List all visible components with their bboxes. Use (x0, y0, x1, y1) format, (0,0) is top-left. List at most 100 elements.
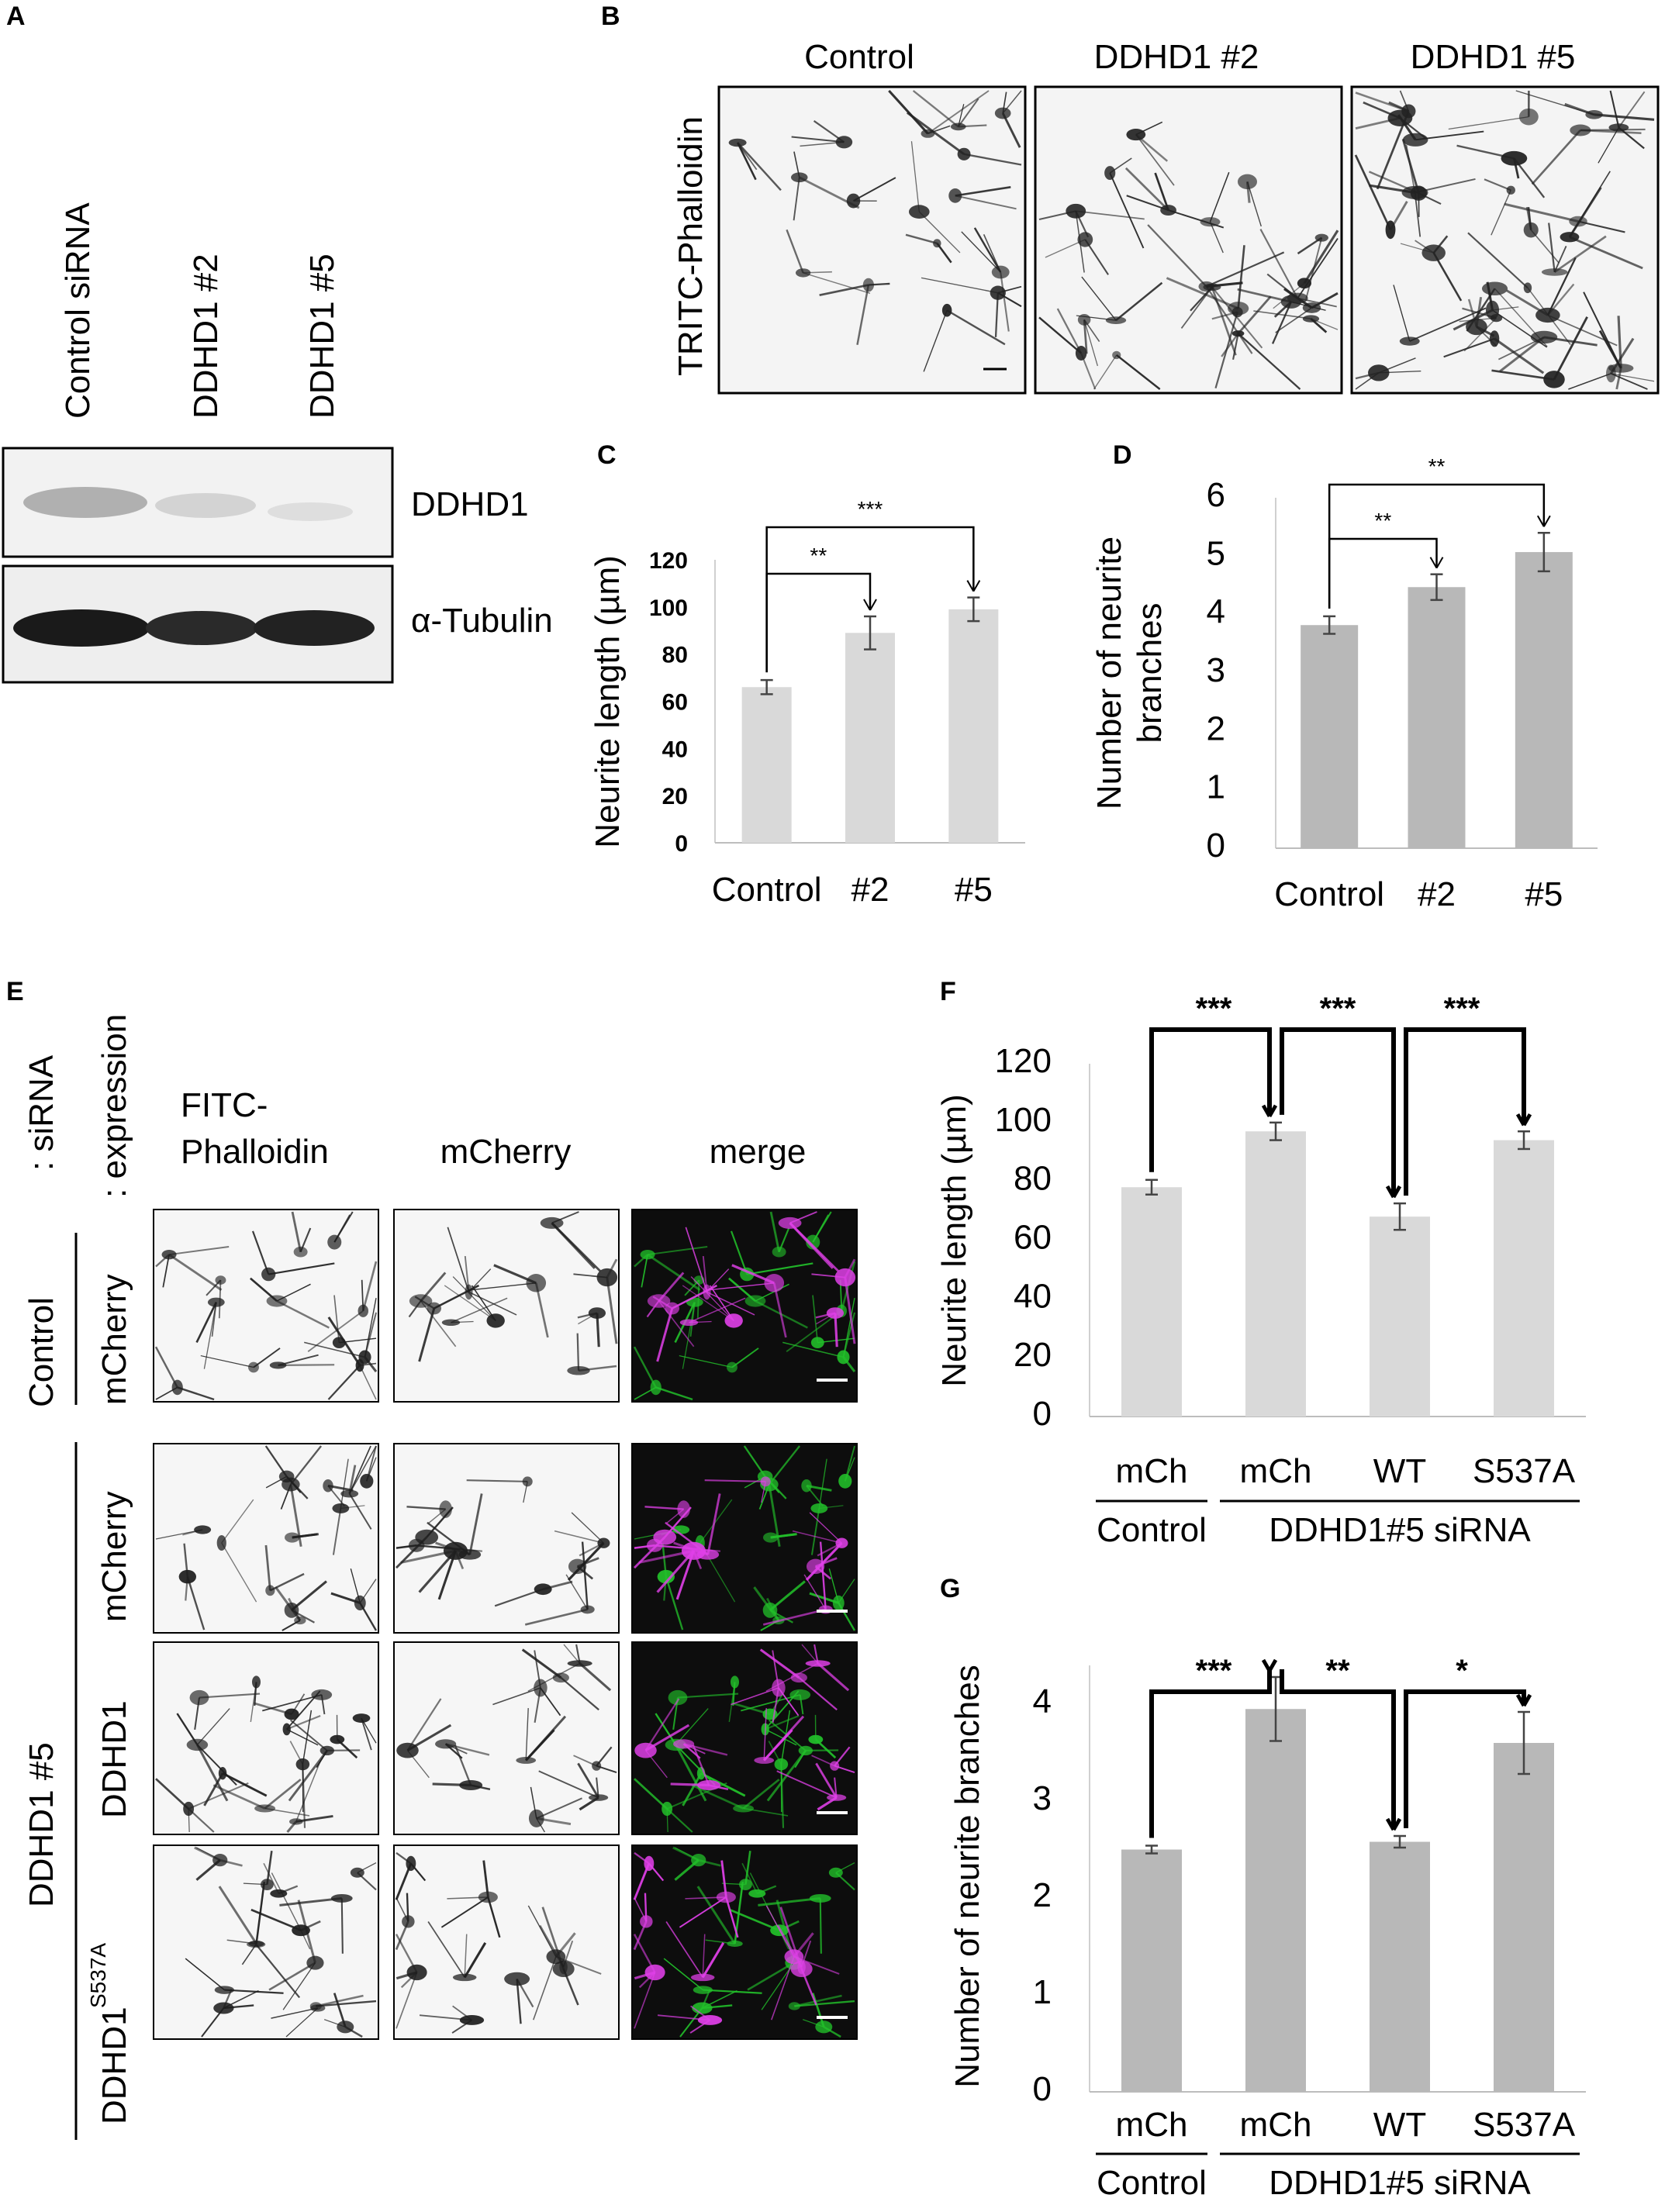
x-category-label: S537A (1473, 1452, 1576, 1490)
micrograph-b-control (719, 87, 1025, 393)
e-merge-magenta-r3-soma (791, 1672, 807, 1682)
bar (742, 687, 792, 843)
micrograph-b-1-soma (1160, 205, 1176, 216)
e-merge-green-r1-soma (837, 1350, 849, 1364)
svg-text:DDHD1: DDHD1 (95, 2007, 133, 2124)
bar (845, 633, 895, 843)
e-group-control: Control (22, 1297, 60, 1407)
e-fitc-r1-soma (172, 1380, 183, 1396)
e-img-r2-fitc (154, 1444, 378, 1633)
e-fitc-r1-soma (358, 1305, 368, 1317)
e-merge-magenta-r3-soma (806, 1660, 831, 1666)
e-merge-green-r2-soma (763, 1532, 778, 1542)
e-merge-green-r3-soma (808, 1735, 823, 1744)
micrograph-b-0-soma (729, 139, 747, 147)
e-merge-magenta-r3-soma (754, 1757, 774, 1764)
e-merge-green-r3-soma (775, 1758, 789, 1770)
e-merge-magenta-r1-soma (827, 1307, 844, 1319)
micrograph-b-2-soma (1387, 110, 1412, 126)
micrograph-b-1-soma (1066, 204, 1086, 219)
e-merge-magenta-r3-soma (634, 1743, 657, 1758)
micrograph-b-0-soma (909, 205, 930, 219)
e-fitc-r1-soma (270, 1361, 287, 1368)
e-col-fitc-2: Phalloidin (181, 1133, 329, 1171)
e-mcherry-r3-soma (529, 1810, 544, 1827)
micrograph-b-0-soma (990, 286, 1006, 300)
x-category-label: #5 (1525, 875, 1563, 913)
lane-label-control: Control siRNA (59, 202, 97, 419)
x-category-label: mCh (1116, 1452, 1188, 1490)
e-mcherry-r3-soma (553, 1672, 569, 1682)
e-row-label-1: mCherry (95, 1274, 133, 1405)
bar (1245, 1709, 1306, 2092)
e-mcherry-r1-soma (442, 1320, 460, 1326)
panel-letter-c: C (597, 440, 617, 470)
bar (1494, 1141, 1554, 1417)
micrograph-b-2-soma (1368, 364, 1389, 381)
e-img-r1-fitc (154, 1210, 378, 1402)
significance-label: ** (1325, 1654, 1350, 1688)
e-fitc-r4-soma (270, 1889, 287, 1898)
micrograph-b-0-soma (791, 172, 808, 182)
e-fitc-r2-soma (265, 1585, 275, 1596)
e-merge-magenta-r1-soma (680, 1320, 698, 1326)
e-fitc-r2-soma (340, 1490, 358, 1498)
e-merge-green-r4-soma (727, 1941, 742, 1947)
bar (1121, 1187, 1182, 1417)
micrograph-b-2-soma (1386, 220, 1396, 239)
panel-b-micrographs: TRITC-Phalloidin Control DDHD1 #2 DDHD1 … (672, 38, 1658, 393)
panel-b-row-label: TRITC-Phalloidin (672, 116, 710, 376)
e-fitc-r4-soma (310, 2004, 325, 2011)
e-merge-magenta-r1-soma (779, 1217, 802, 1229)
significance-arrow (1269, 1660, 1276, 1671)
micrograph-b-2-soma (1585, 110, 1602, 119)
group-label: DDHD1#5 siRNA (1269, 1511, 1531, 1549)
e-merge-green-r2-soma (838, 1474, 851, 1489)
e-fitc-r4-soma (215, 1986, 234, 1994)
e-mcherry-r1-soma (597, 1268, 618, 1286)
e-img-r4-merge (632, 1845, 857, 2039)
e-merge-green-r2-soma (810, 1503, 827, 1513)
micrograph-b-1-soma (1203, 284, 1221, 291)
significance-label: ** (810, 544, 827, 568)
micrograph-b-0-soma (992, 266, 1010, 279)
e-mcherry-r4-soma (460, 2015, 484, 2025)
e-merge-magenta-r2-soma (761, 1476, 771, 1486)
e-fitc-r1-soma (215, 1275, 226, 1285)
e-fitc-r3-soma (289, 1818, 303, 1824)
micrograph-b-2-soma (1501, 151, 1528, 166)
e-fitc-r3-soma (190, 1690, 209, 1705)
e-mcherry-r3-soma (568, 1660, 592, 1666)
e-mcherry-r1-neurite (578, 1334, 579, 1371)
panel-letter-g: G (940, 1574, 960, 1603)
micrograph-b-1-soma (1078, 314, 1091, 326)
significance-label: * (1456, 1654, 1468, 1688)
y-tick-label: 20 (662, 784, 688, 809)
y-tick-label: 6 (1207, 476, 1225, 514)
e-merge-magenta-r3-soma (697, 1780, 720, 1790)
e-mcherry-r1-soma (526, 1274, 546, 1292)
micrograph-b-2-soma (1507, 186, 1515, 195)
x-category-label: WT (1373, 1452, 1426, 1490)
bar (1245, 1131, 1306, 1417)
blot-tubulin-band-1 (13, 609, 150, 647)
e-merge-green-r3-soma (733, 1804, 754, 1812)
y-tick-label: 100 (649, 595, 688, 621)
micrograph-b-1-soma (1106, 316, 1126, 324)
micrograph-b-2-soma (1524, 282, 1532, 293)
e-merge-green-r2-soma (833, 1596, 845, 1610)
e-fitc-r3-soma (296, 1758, 310, 1770)
micrograph-b-0-soma (796, 268, 810, 277)
y-tick-label: 4 (1207, 593, 1225, 631)
y-tick-label: 40 (662, 737, 688, 762)
e-mcherry-r4-soma (407, 1965, 427, 1980)
x-category-label: WT (1373, 2106, 1426, 2144)
e-fitc-r1-soma (294, 1247, 308, 1258)
micrograph-b-1-soma (1126, 129, 1145, 140)
e-fitc-r4-soma (337, 2020, 354, 2033)
e-col-mcherry: mCherry (440, 1133, 572, 1171)
e-mcherry-r2-soma (597, 1538, 610, 1548)
